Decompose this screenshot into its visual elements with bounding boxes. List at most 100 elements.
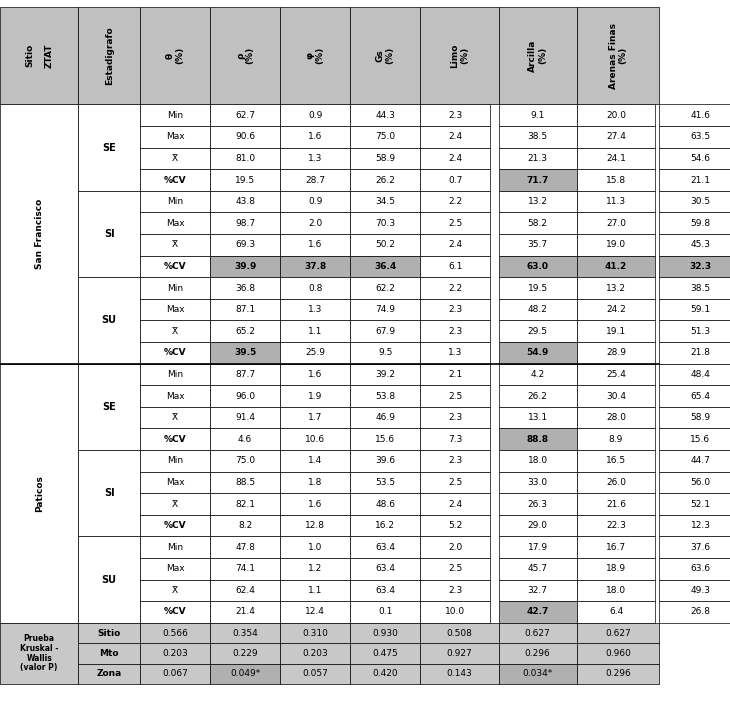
Bar (659, 493, 730, 515)
Text: 0.9: 0.9 (308, 111, 323, 120)
Bar (280, 664, 350, 684)
Text: 63.4: 63.4 (375, 564, 395, 573)
Text: 26.8: 26.8 (691, 608, 710, 616)
Text: 42.7: 42.7 (526, 608, 549, 616)
Bar (78, 7, 140, 104)
Text: 62.2: 62.2 (375, 284, 395, 292)
Text: 44.3: 44.3 (375, 111, 395, 120)
Bar (140, 234, 210, 256)
Bar (659, 148, 730, 169)
Bar (659, 385, 730, 407)
Text: 62.7: 62.7 (235, 111, 255, 120)
Text: 1.6: 1.6 (308, 500, 323, 508)
Text: X̅: X̅ (172, 413, 178, 422)
Text: 25.4: 25.4 (606, 370, 626, 379)
Text: 67.9: 67.9 (375, 327, 396, 336)
Text: 2.2: 2.2 (448, 197, 462, 206)
Text: 41.2: 41.2 (605, 262, 627, 271)
Bar (280, 515, 350, 536)
Text: 58.9: 58.9 (691, 413, 710, 422)
Text: 8.9: 8.9 (609, 435, 623, 444)
Bar (577, 664, 659, 684)
Text: 18.0: 18.0 (606, 586, 626, 595)
Bar (659, 428, 730, 450)
Text: 46.9: 46.9 (375, 413, 395, 422)
Bar (140, 104, 210, 126)
Bar (350, 493, 420, 515)
Text: 0.354: 0.354 (232, 629, 258, 637)
Text: 34.5: 34.5 (375, 197, 395, 206)
Text: 48.2: 48.2 (528, 305, 548, 314)
Bar (577, 299, 655, 320)
Text: 88.8: 88.8 (526, 435, 549, 444)
Bar (350, 212, 420, 234)
Bar (210, 191, 280, 212)
Text: 2.5: 2.5 (448, 219, 462, 228)
Bar (140, 320, 210, 342)
Text: 16.5: 16.5 (606, 456, 626, 465)
Bar (659, 450, 730, 472)
Text: 2.3: 2.3 (448, 586, 462, 595)
Text: 13.1: 13.1 (528, 413, 548, 422)
Text: 29.0: 29.0 (528, 521, 548, 530)
Bar (499, 212, 577, 234)
Text: %CV: %CV (164, 435, 186, 444)
Bar (280, 256, 350, 277)
Text: 22.3: 22.3 (606, 521, 626, 530)
Bar (577, 364, 655, 385)
Bar (350, 664, 420, 684)
Bar (350, 126, 420, 148)
Bar (210, 558, 280, 580)
Text: 59.1: 59.1 (691, 305, 710, 314)
Text: 1.6: 1.6 (308, 240, 323, 249)
Bar (659, 191, 730, 212)
Text: Max: Max (166, 132, 185, 141)
Text: 0.960: 0.960 (605, 649, 631, 658)
Text: 16.7: 16.7 (606, 543, 626, 552)
Text: 30.4: 30.4 (606, 392, 626, 400)
Bar (350, 515, 420, 536)
Text: 0.627: 0.627 (525, 629, 550, 637)
Bar (499, 643, 577, 664)
Text: Arenas Finas
(%): Arenas Finas (%) (609, 23, 627, 89)
Text: Limo
(%): Limo (%) (450, 44, 469, 68)
Bar (210, 407, 280, 428)
Text: 90.6: 90.6 (235, 132, 255, 141)
Bar (659, 277, 730, 299)
Bar (499, 428, 577, 450)
Text: 26.2: 26.2 (375, 176, 395, 184)
Bar (78, 191, 140, 277)
Text: 53.8: 53.8 (375, 392, 396, 400)
Text: SE: SE (102, 402, 116, 412)
Text: 13.2: 13.2 (528, 197, 548, 206)
Text: 87.7: 87.7 (235, 370, 255, 379)
Bar (420, 342, 491, 364)
Text: SU: SU (101, 575, 117, 585)
Bar (0, 104, 78, 364)
Text: 1.3: 1.3 (308, 154, 323, 163)
Bar (577, 256, 655, 277)
Bar (210, 493, 280, 515)
Bar (210, 580, 280, 601)
Bar (420, 664, 499, 684)
Text: %CV: %CV (164, 262, 186, 271)
Text: 32.7: 32.7 (528, 586, 548, 595)
Text: 12.4: 12.4 (305, 608, 325, 616)
Text: X̅: X̅ (172, 327, 178, 336)
Text: 69.3: 69.3 (235, 240, 255, 249)
Text: 63.0: 63.0 (527, 262, 549, 271)
Bar (577, 7, 659, 104)
Bar (577, 320, 655, 342)
Bar (280, 643, 350, 664)
Text: 29.5: 29.5 (528, 327, 548, 336)
Bar (210, 472, 280, 493)
Text: 0.067: 0.067 (162, 670, 188, 678)
Bar (577, 191, 655, 212)
Bar (210, 428, 280, 450)
Text: 1.1: 1.1 (308, 327, 323, 336)
Bar (140, 191, 210, 212)
Text: 0.296: 0.296 (605, 670, 631, 678)
Text: 1.9: 1.9 (308, 392, 323, 400)
Bar (577, 601, 655, 623)
Text: 2.4: 2.4 (448, 154, 462, 163)
